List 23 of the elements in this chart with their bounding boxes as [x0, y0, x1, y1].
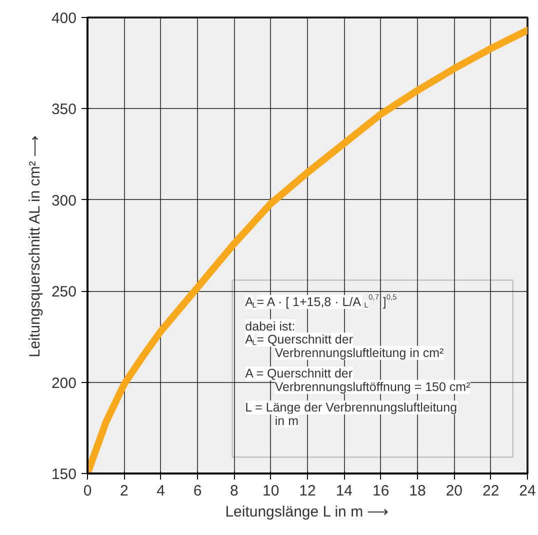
y-axis-title: Leitungsquerschnitt AL in cm² ⟶ [26, 134, 44, 358]
x-tick-label: 14 [336, 482, 353, 500]
y-tick-label: 300 [51, 192, 77, 210]
y-tick-label: 200 [51, 374, 77, 392]
y-tick-label: 400 [51, 10, 77, 27]
x-tick-label: 16 [372, 482, 390, 500]
x-tick-label: 22 [482, 482, 500, 500]
y-tick-label: 250 [51, 284, 77, 301]
x-tick-label: 10 [262, 482, 280, 500]
x-axis-title: Leitungslänge L in m ⟶ [225, 504, 390, 520]
x-tick-label: 2 [120, 482, 128, 500]
x-tick-label: 12 [299, 482, 316, 500]
x-tick-label: 6 [193, 482, 202, 500]
annotation: A = Querschnitt der Verbrennungsluftöffnung = 150 cm² [245, 366, 470, 394]
y-tick-label: 350 [51, 101, 77, 118]
x-tick-label: 18 [409, 482, 426, 500]
x-tick-label: 20 [446, 482, 463, 500]
annotation: L = Länge der Verbrennungsluftleitung in m [245, 400, 458, 428]
x-tick-label: 24 [519, 482, 536, 500]
x-tick-label: 4 [156, 482, 166, 500]
y-tick-label: 150 [51, 466, 77, 483]
x-tick-label: 0 [83, 482, 92, 500]
x-tick-label: 8 [230, 482, 238, 500]
